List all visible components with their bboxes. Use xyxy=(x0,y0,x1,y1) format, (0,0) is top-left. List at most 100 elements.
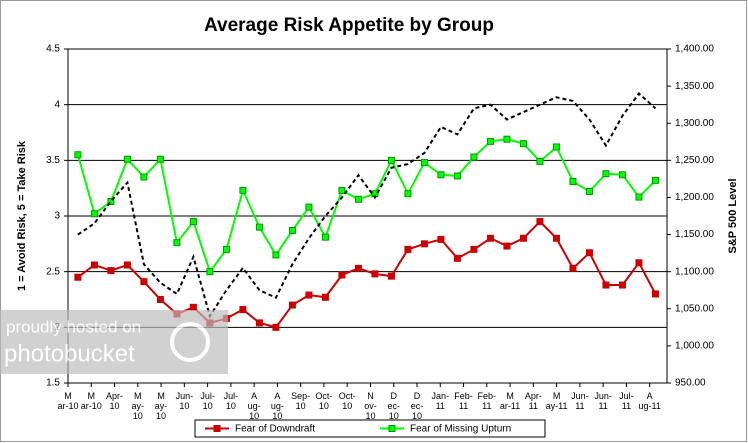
chart-title: Average Risk Appetite by Group xyxy=(204,15,494,36)
point xyxy=(453,172,461,180)
x-tick-label: Jul- 10 xyxy=(223,391,239,411)
point xyxy=(486,137,494,145)
y2-axis-label: S&P 500 Level xyxy=(727,178,739,253)
point xyxy=(90,261,98,269)
x-tick-label: M ay-11 xyxy=(545,391,568,411)
point xyxy=(107,267,115,275)
point xyxy=(470,245,478,253)
watermark: proudly hosted on photobucket xyxy=(0,310,228,374)
y-axis-label: 1 = Avoid Risk, 5 = Take Risk xyxy=(16,140,28,291)
point xyxy=(74,151,82,159)
x-tick-label: Jul- 11 xyxy=(619,391,634,411)
point xyxy=(585,188,593,196)
legend-marker xyxy=(388,425,396,432)
point xyxy=(536,218,544,226)
y2-tick-label: 1,400.00 xyxy=(675,44,714,55)
point xyxy=(519,140,527,148)
y2-tick-label: 1,150.00 xyxy=(675,229,714,240)
x-tick-label: Jan- 11 xyxy=(431,391,450,411)
y-tick-label: 4 xyxy=(54,99,60,110)
x-tick-label: M ar-10 xyxy=(57,391,79,411)
point xyxy=(305,291,313,299)
watermark-icon xyxy=(170,322,210,362)
point xyxy=(602,170,610,178)
point xyxy=(552,234,560,242)
y2-tick-label: 1,250.00 xyxy=(675,155,714,166)
watermark-text: proudly hosted on xyxy=(6,317,141,336)
point xyxy=(206,268,214,276)
x-tick-label: A ug- 10 xyxy=(247,391,261,421)
point xyxy=(552,143,560,151)
point xyxy=(420,240,428,248)
point xyxy=(272,251,280,259)
y2-tick-label: 950.00 xyxy=(675,378,706,389)
point xyxy=(387,272,395,280)
x-tick-label: Jun- 10 xyxy=(175,391,194,411)
point xyxy=(503,242,511,250)
point xyxy=(437,171,445,179)
x-tick-label: Feb- 11 xyxy=(477,391,497,411)
point xyxy=(272,323,280,331)
point xyxy=(321,293,329,301)
y2-tick-label: 1,000.00 xyxy=(675,341,714,352)
y-tick-label: 1.5 xyxy=(46,378,60,389)
point xyxy=(618,281,626,289)
y-tick-label: 3 xyxy=(54,211,60,222)
point xyxy=(503,135,511,143)
watermark-box xyxy=(0,310,228,374)
x-tick-label: Apr- 11 xyxy=(524,391,542,411)
x-tick-label: M ar-10 xyxy=(80,391,102,411)
point xyxy=(420,159,428,167)
x-tick-label: Jul- 10 xyxy=(200,391,215,411)
point xyxy=(387,156,395,164)
point xyxy=(354,195,362,203)
point xyxy=(404,245,412,253)
point xyxy=(123,155,131,163)
x-tick-label: A ug- 10 xyxy=(270,391,284,421)
legend-label: Fear of Missing Upturn xyxy=(410,424,511,435)
y2-tick-label: 1,100.00 xyxy=(675,266,714,277)
plot-border xyxy=(67,48,668,384)
point xyxy=(107,198,115,206)
legend-marker xyxy=(213,425,221,432)
x-tick-label: Sep- 10 xyxy=(291,391,311,411)
point xyxy=(189,218,197,226)
x-tick-label: A ug-11 xyxy=(638,391,661,411)
point xyxy=(189,303,197,311)
legend-label: Fear of Downdraft xyxy=(235,424,315,435)
point xyxy=(453,254,461,262)
x-tick-label: Apr- 10 xyxy=(106,391,124,411)
point xyxy=(288,226,296,234)
point xyxy=(569,264,577,272)
point xyxy=(519,234,527,242)
x-tick-label: N ov- 10 xyxy=(364,391,377,421)
y2-tick-label: 1,200.00 xyxy=(675,192,714,203)
point xyxy=(371,270,379,278)
point xyxy=(338,271,346,279)
point xyxy=(602,281,610,289)
series-line xyxy=(77,92,657,319)
point xyxy=(305,203,313,211)
point xyxy=(354,264,362,272)
point xyxy=(74,273,82,281)
point xyxy=(255,223,263,231)
legend-box xyxy=(194,419,546,438)
point xyxy=(123,261,131,269)
point xyxy=(651,290,659,298)
point xyxy=(437,235,445,243)
y-tick-label: 4.5 xyxy=(46,44,60,55)
x-tick-label: D ec- 10 xyxy=(387,391,400,421)
x-tick-label: M ay- 10 xyxy=(131,391,145,421)
y-tick-label: 3.5 xyxy=(46,155,60,166)
x-tick-label: Feb- 11 xyxy=(454,391,473,411)
y2-tick-label: 1,350.00 xyxy=(675,81,714,92)
point xyxy=(222,245,230,253)
point xyxy=(255,319,263,327)
point xyxy=(239,306,247,314)
point xyxy=(585,249,593,257)
point xyxy=(140,173,148,181)
point xyxy=(404,190,412,198)
point xyxy=(536,157,544,165)
